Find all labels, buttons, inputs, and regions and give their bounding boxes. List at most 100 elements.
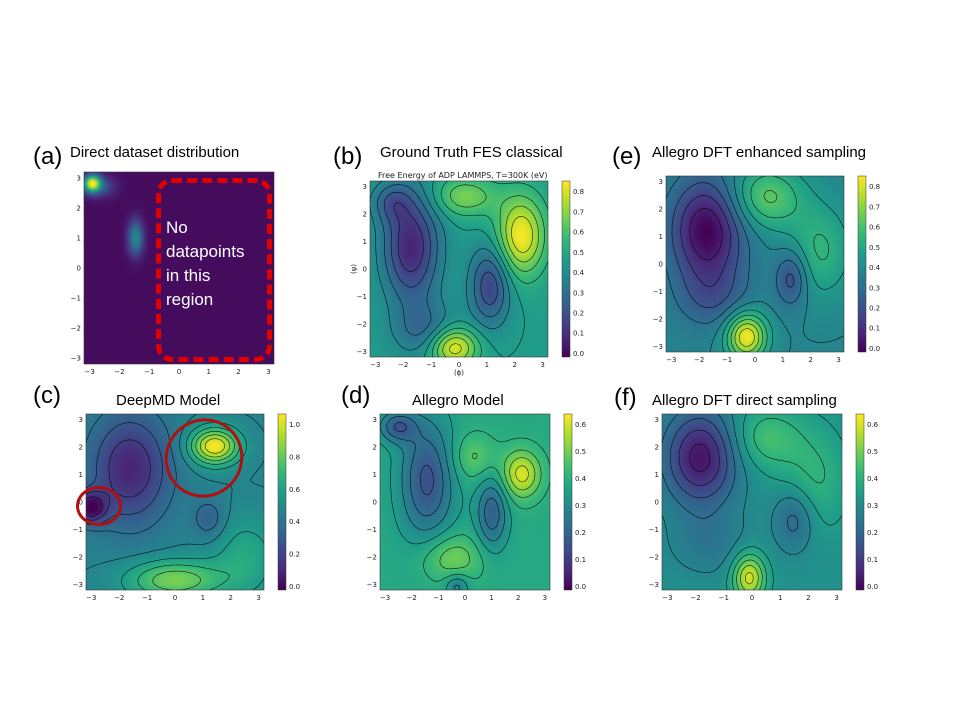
plot-frame (665, 175, 845, 353)
x-tick-label: −1 (426, 361, 436, 369)
colorbar-tick-label: 0.4 (573, 269, 585, 277)
x-tick-label: −1 (722, 356, 732, 364)
y-tick-label: −1 (653, 288, 663, 296)
heatmap-image (370, 181, 548, 357)
x-tick-label: −1 (144, 368, 154, 376)
y-tick-label: 2 (79, 443, 83, 451)
panel-e-plot: −3 −2 −1 0 1 2 3 3 2 1 0 −1 −2 −3 0.8 0.7 0.6 0.5 0.4 0.3 0.… (653, 175, 884, 366)
y-tick-label: −2 (367, 554, 377, 562)
y-tick-label: 3 (79, 416, 83, 424)
x-tick-label: 2 (236, 368, 240, 376)
panel-b-title: Ground Truth FES classical (380, 144, 563, 161)
y-tick-label: 0 (77, 265, 81, 273)
colorbar-tick-label: 1.0 (289, 421, 300, 429)
y-tick-label: 2 (77, 204, 81, 212)
colorbar-tick-label: 0.7 (573, 208, 584, 216)
plot-frame (379, 413, 551, 591)
panel-b-plot: −3 −2 −1 0 1 2 3 3 2 1 0 −1 −2 −3 (ϕ) (ψ) 0.8 0.7 0.6 0.5 0.… (350, 180, 588, 377)
panel-svg: −3 −2 −1 0 1 2 3 3 2 1 0 −1 −2 −3 (71, 171, 275, 376)
x-tick-label: −2 (114, 368, 124, 376)
colorbar (855, 413, 865, 591)
x-tick-label: 3 (540, 361, 544, 369)
colorbar-tick-label: 0.6 (869, 224, 881, 232)
colorbar (563, 413, 573, 591)
x-tick-label: 1 (489, 594, 493, 602)
y-tick-label: 1 (77, 234, 81, 242)
x-tick-label: −1 (142, 594, 152, 602)
colorbar-tick-label: 0.6 (573, 229, 585, 237)
colorbar-tick-label: 0.1 (869, 325, 880, 333)
panel-d-letter: (d) (341, 382, 371, 409)
x-tick-label: 3 (836, 356, 840, 364)
colorbar-tick-label: 0.1 (867, 556, 878, 564)
x-tick-label: 1 (778, 594, 782, 602)
y-tick-label: 0 (363, 266, 367, 274)
panel-c-letter: (c) (33, 382, 61, 409)
x-tick-label: −2 (694, 356, 704, 364)
panel-svg: −3 −2 −1 0 1 2 3 3 2 1 0 −1 −2 −3 0.8 0.7 0.6 0.5 0.4 0.3 0.… (653, 175, 881, 364)
annotation-line-3: in this (166, 266, 211, 285)
heatmap-image (666, 176, 844, 352)
annotation-line-1: No (166, 218, 188, 237)
y-tick-label: 3 (659, 178, 663, 186)
x-tick-label: −1 (719, 594, 729, 602)
x-tick-label: 2 (806, 594, 810, 602)
colorbar-tick-label: 0.4 (867, 475, 879, 483)
panel-f-letter: (f) (614, 384, 637, 411)
colorbar-tick-label: 0.2 (289, 551, 300, 559)
colorbar-tick-label: 0.7 (869, 203, 880, 211)
x-tick-label: 2 (516, 594, 520, 602)
x-tick-label: 0 (750, 594, 754, 602)
colorbar-tick-label: 0.3 (573, 289, 584, 297)
y-tick-label: −1 (367, 526, 377, 534)
colorbar (277, 413, 287, 591)
x-tick-label: −2 (407, 594, 417, 602)
panel-d-plot: −3 −2 −1 0 1 2 3 3 2 1 0 −1 −2 −3 0.6 0.5 0.4 0.3 0.2 0.1 0.… (367, 413, 590, 604)
y-tick-label: −3 (367, 581, 377, 589)
x-tick-label: −2 (114, 594, 124, 602)
colorbar-tick-label: 0.2 (869, 305, 880, 313)
colorbar-tick-label: 0.0 (575, 583, 586, 591)
x-tick-label: −3 (370, 361, 380, 369)
x-tick-label: 1 (207, 368, 211, 376)
y-tick-label: −1 (649, 526, 659, 534)
x-tick-label: 0 (463, 594, 467, 602)
colorbar (857, 175, 867, 353)
colorbar-tick-label: 0.1 (573, 330, 584, 338)
y-tick-label: −1 (71, 295, 81, 303)
panel-e-title: Allegro DFT enhanced sampling (652, 144, 867, 161)
colorbar-tick-label: 0.3 (869, 284, 880, 292)
y-tick-label: 1 (659, 233, 663, 241)
colorbar-tick-label: 0.4 (575, 475, 587, 483)
y-tick-label: 1 (79, 471, 83, 479)
colorbar-tick-label: 0.0 (289, 583, 300, 591)
panel-a-title: Direct dataset distribution (70, 144, 240, 161)
colorbar-tick-label: 0.3 (867, 502, 878, 510)
x-tick-label: 3 (543, 594, 547, 602)
y-tick-label: 2 (373, 443, 377, 451)
colorbar-tick-label: 0.5 (869, 244, 880, 252)
y-tick-label: 2 (363, 210, 367, 218)
colorbar-tick-label: 0.0 (573, 350, 584, 358)
panel-d-title: Allegro Model (412, 392, 504, 409)
colorbar-tick-label: 0.8 (289, 453, 300, 461)
colorbar-tick-label: 0.1 (575, 556, 586, 564)
deepmd-artifact-circle-small (76, 486, 122, 526)
y-tick-label: 3 (363, 183, 367, 191)
plot-frame (369, 180, 549, 358)
colorbar-tick-label: 0.6 (867, 421, 879, 429)
x-tick-label: −1 (433, 594, 443, 602)
y-tick-label: −2 (71, 325, 81, 333)
panel-a-letter: (a) (33, 143, 63, 170)
y-tick-label: −2 (653, 316, 663, 324)
colorbar-tick-label: 0.5 (867, 448, 878, 456)
heatmap-image (662, 414, 842, 590)
y-tick-label: −3 (71, 355, 81, 363)
contour-lines (369, 180, 549, 358)
x-tick-label: −3 (380, 594, 390, 602)
x-tick-label: −2 (398, 361, 408, 369)
colorbar-tick-label: 0.3 (575, 502, 586, 510)
panel-c-title: DeepMD Model (116, 392, 221, 409)
panel-e-letter: (e) (612, 143, 642, 170)
y-tick-label: −2 (357, 321, 367, 329)
